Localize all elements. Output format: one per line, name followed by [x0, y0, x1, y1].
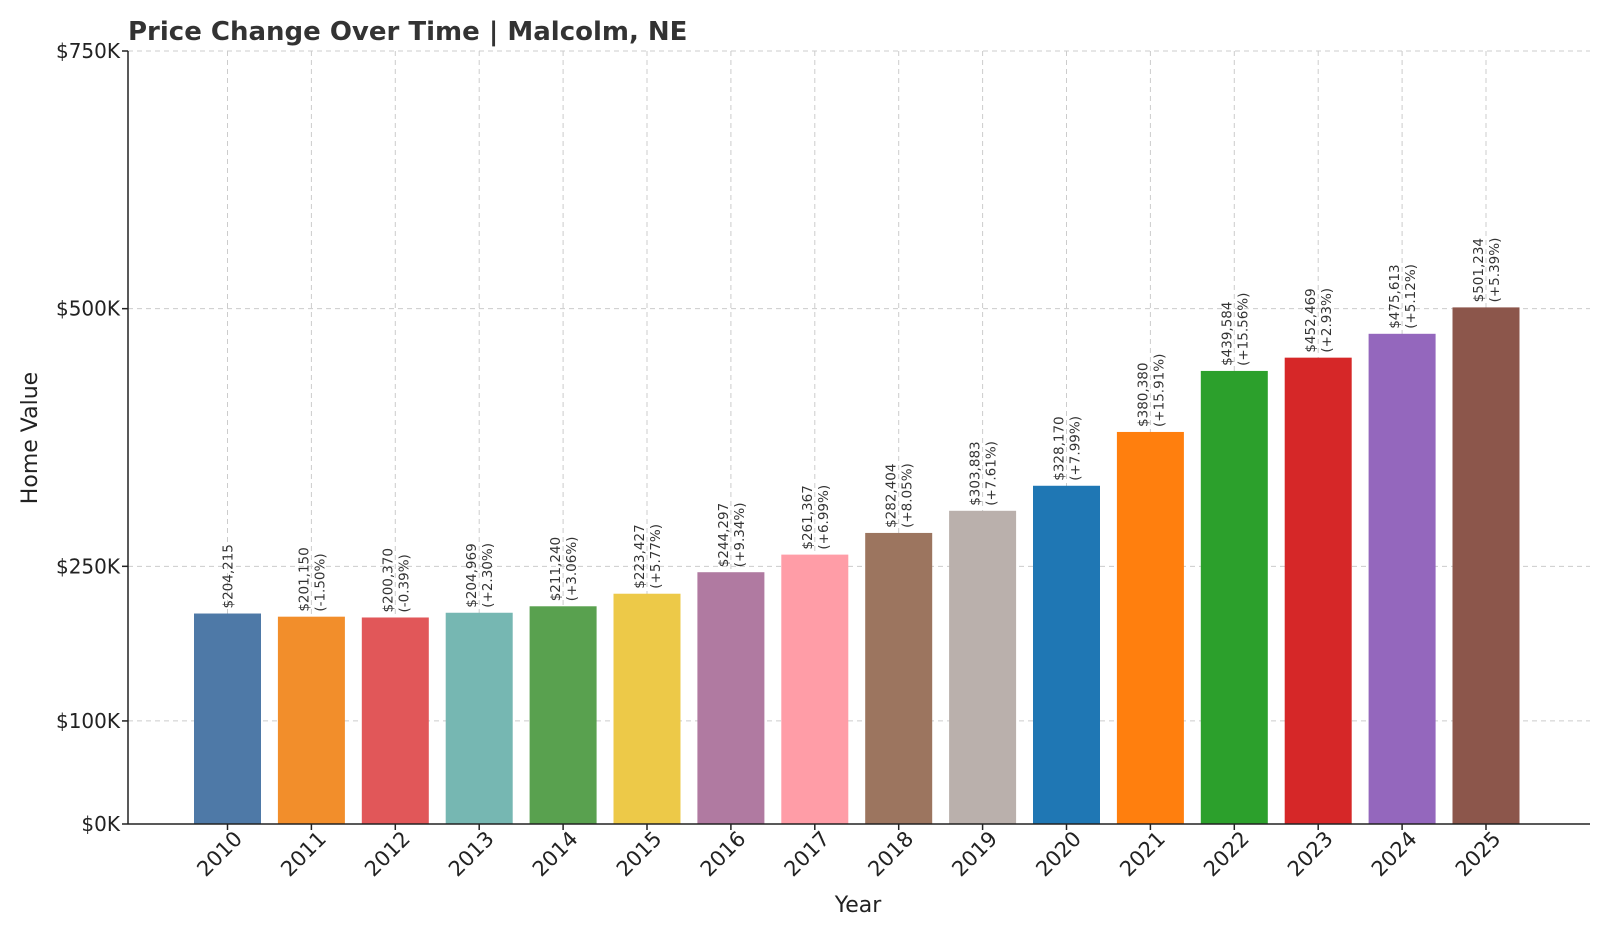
bar-2015: [613, 593, 681, 824]
bar-2021: [1116, 431, 1184, 824]
bar-value-label: $282,404: [884, 464, 900, 528]
bar-change-label: (+5.39%): [1487, 238, 1503, 303]
x-tick-label: 2022: [1199, 827, 1254, 882]
bars: [194, 307, 1520, 824]
bar-2011: [277, 616, 345, 824]
grid-lines: [128, 50, 1590, 824]
x-tick-label: 2016: [696, 827, 751, 882]
x-tick-label: 2018: [863, 827, 918, 882]
bar-change-label: (-0.39%): [396, 554, 412, 612]
bar-2020: [1033, 485, 1100, 824]
bar-value-label: $501,234: [1471, 238, 1487, 302]
bar-value-label: $204,969: [464, 543, 480, 607]
x-tick-label: 2019: [947, 827, 1002, 882]
bar-change-label: (+2.93%): [1319, 288, 1335, 353]
bar-value-label: $328,170: [1052, 416, 1068, 480]
bar-2025: [1452, 307, 1520, 824]
bar-value-label: $200,370: [380, 548, 396, 612]
bar-labels: $204,215 $201,150 (-1.50%) $200,370 (-0.39%)…: [221, 238, 1504, 613]
y-tick-label: $100K: [56, 709, 121, 733]
bar-value-label: $201,150: [296, 547, 312, 611]
bar-change-label: (+6.99%): [816, 485, 832, 550]
x-tick-label: 2011: [276, 827, 331, 882]
x-axis: 2010 2011 2012 2013 2014 2015 2016 2017 2018 2019…: [128, 823, 1590, 882]
bar-change-label: (+9.34%): [732, 502, 748, 567]
chart-title: Price Change Over Time | Malcolm, NE: [128, 17, 687, 47]
x-tick-label: 2017: [780, 827, 835, 882]
x-tick-label: 2013: [444, 827, 499, 882]
bar-value-label: $244,297: [716, 503, 732, 567]
bar-value-label: $439,584: [1219, 302, 1235, 366]
bar-change-label: (+15.91%): [1151, 354, 1167, 427]
y-tick-label: $0K: [81, 812, 120, 836]
bar-change-label: (+7.99%): [1068, 416, 1084, 481]
bar-change-label: (+7.61%): [984, 441, 1000, 506]
bar-2019: [949, 510, 1017, 824]
bar-change-label: (+15.56%): [1235, 293, 1251, 366]
bar-value-label: $223,427: [632, 524, 648, 588]
bar-value-label: $211,240: [548, 537, 564, 601]
x-tick-label: 2023: [1283, 827, 1338, 882]
x-tick-label: 2020: [1031, 827, 1086, 882]
bar-value-label: $303,883: [968, 441, 984, 505]
bar-2022: [1200, 370, 1268, 824]
bar-change-label: (+5.77%): [648, 524, 664, 589]
y-tick-label: $500K: [56, 297, 121, 321]
x-tick-label: 2025: [1451, 827, 1506, 882]
bar-2012: [361, 617, 429, 824]
bar-2016: [697, 572, 765, 824]
x-tick-label: 2010: [192, 827, 247, 882]
y-axis: $0K $100K $250K $500K $750K: [56, 39, 129, 836]
bar-2023: [1284, 357, 1352, 824]
x-tick-label: 2024: [1367, 827, 1422, 882]
bar-value-label: $452,469: [1303, 288, 1319, 352]
y-tick-label: $250K: [56, 554, 121, 578]
bar-value-label: $380,380: [1135, 363, 1151, 427]
bar-value-label: $204,215: [221, 544, 237, 608]
bar-change-label: (+5.12%): [1403, 264, 1419, 329]
bar-value-label: $261,367: [800, 485, 816, 549]
bar-change-label: (+8.05%): [900, 463, 916, 528]
bar-2017: [781, 554, 849, 824]
y-axis-label: Home Value: [18, 372, 43, 504]
bar-change-label: (-1.50%): [312, 553, 328, 611]
x-tick-label: 2015: [612, 827, 667, 882]
x-tick-label: 2012: [360, 827, 415, 882]
x-tick-label: 2021: [1115, 827, 1170, 882]
bar-2013: [445, 612, 513, 824]
bar-change-label: (+2.30%): [480, 543, 496, 608]
bar-change-label: (+3.06%): [564, 537, 580, 602]
y-tick-label: $750K: [56, 39, 121, 63]
bar-2024: [1368, 333, 1436, 824]
bar-value-label: $475,613: [1387, 264, 1403, 328]
x-tick-label: 2014: [528, 827, 583, 882]
bar-2010: [194, 613, 261, 824]
bar-2018: [865, 532, 933, 824]
bar-2014: [529, 606, 597, 824]
x-axis-label: Year: [834, 893, 883, 918]
